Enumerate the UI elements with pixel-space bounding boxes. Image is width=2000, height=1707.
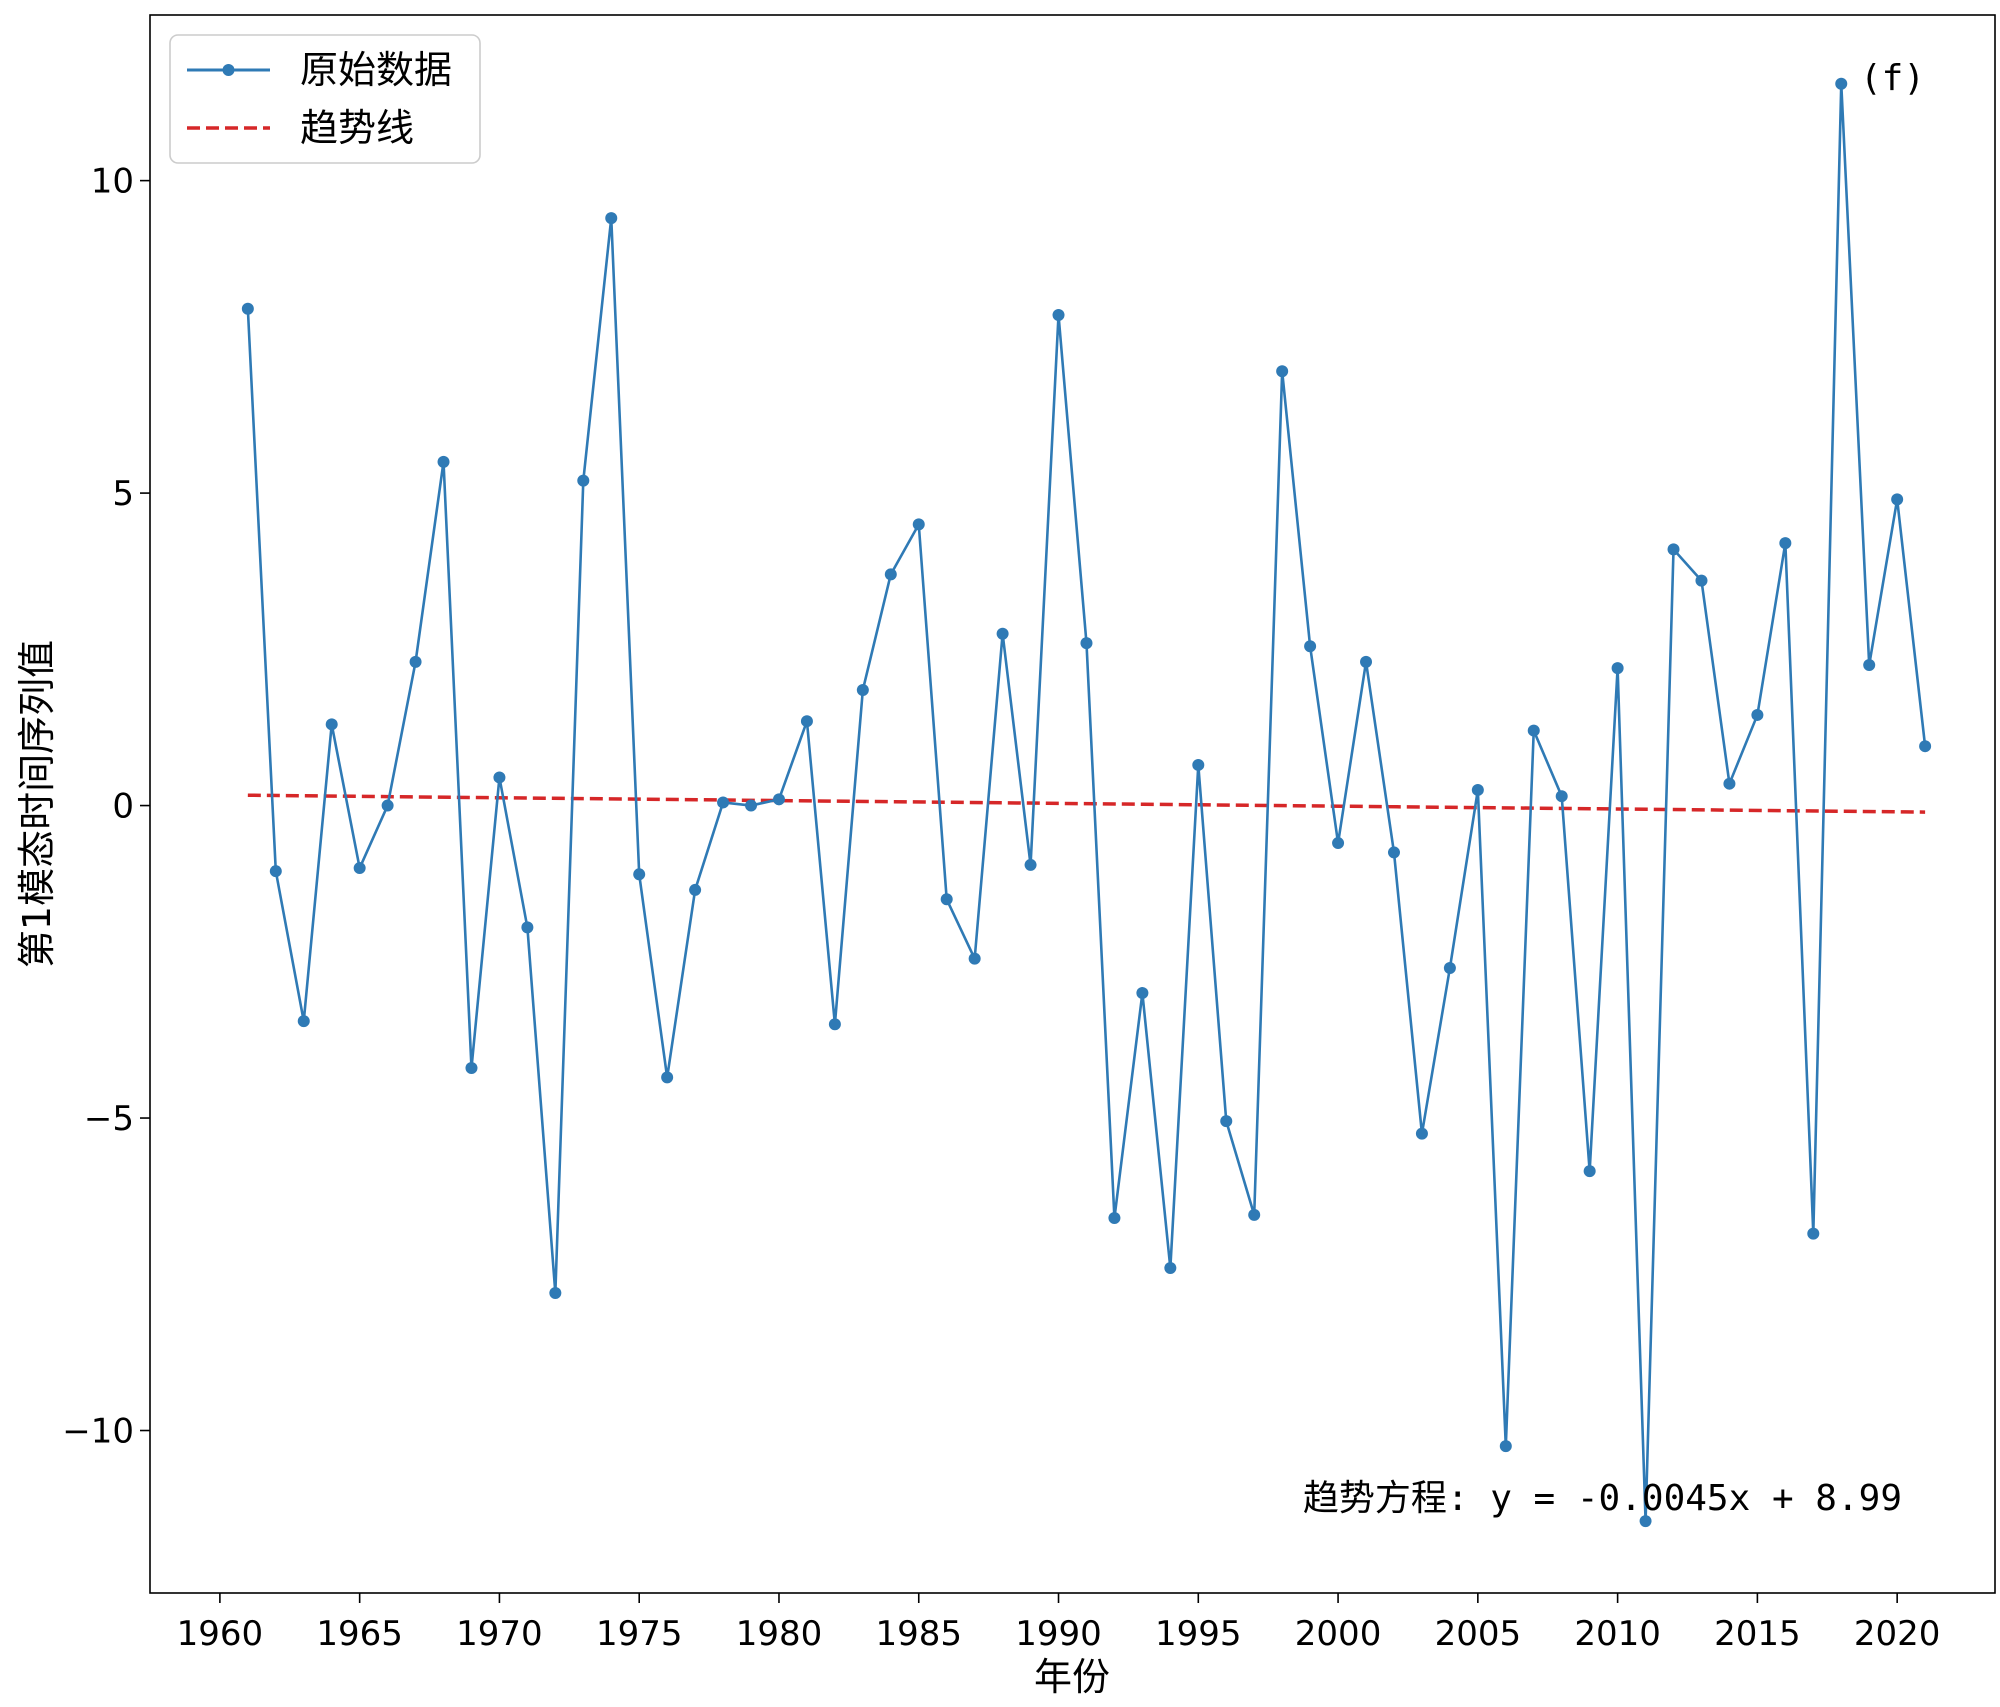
data-point (241, 302, 254, 315)
legend: 原始数据 趋势线 (169, 34, 481, 164)
data-point (745, 799, 758, 812)
data-point (689, 883, 702, 896)
data-point (1611, 662, 1624, 675)
data-point (1415, 1127, 1428, 1140)
legend-label-trend: 趋势线 (300, 106, 414, 150)
data-point (1639, 1515, 1652, 1528)
x-tick-label: 1980 (736, 1614, 823, 1654)
data-point (521, 921, 534, 934)
x-tick-label: 1985 (875, 1614, 962, 1654)
y-tick-label: 5 (112, 474, 134, 514)
data-point (605, 212, 618, 225)
data-point (549, 1287, 562, 1300)
data-point (828, 1018, 841, 1031)
legend-marker-raw-data (222, 64, 235, 76)
data-point (1499, 1440, 1512, 1453)
x-tick-label: 1970 (456, 1614, 543, 1654)
data-point (1779, 537, 1792, 550)
data-point (1164, 1262, 1177, 1275)
data-point (1527, 724, 1540, 737)
data-point (1583, 1165, 1596, 1178)
data-point (493, 771, 506, 784)
trend-line (247, 793, 1926, 814)
x-tick-label: 2020 (1854, 1614, 1941, 1654)
data-point (1667, 543, 1680, 556)
data-point (968, 952, 981, 965)
y-axis-label: 第1模态时间序列值 (15, 640, 59, 968)
data-point (1276, 365, 1289, 378)
x-tick-label: 1975 (596, 1614, 683, 1654)
x-tick-label: 1995 (1155, 1614, 1242, 1654)
data-point (1695, 574, 1708, 587)
data-series-layer (241, 77, 1932, 1528)
data-point (269, 865, 282, 878)
data-point (1052, 308, 1065, 321)
data-point (1192, 758, 1205, 771)
data-point (1919, 740, 1932, 753)
data-point (1891, 493, 1904, 506)
data-point (381, 799, 394, 812)
data-point (856, 683, 869, 696)
x-tick-label: 2005 (1435, 1614, 1522, 1654)
data-point (1807, 1227, 1820, 1240)
y-tick-label: 0 (112, 787, 134, 827)
y-tick-label: 10 (91, 162, 134, 202)
data-point (1332, 837, 1345, 850)
data-point (297, 1015, 310, 1028)
data-point (437, 455, 450, 468)
data-point (772, 793, 785, 806)
y-tick-label: −5 (84, 1099, 134, 1139)
data-point (409, 655, 422, 668)
data-point (577, 474, 590, 487)
data-point (1723, 777, 1736, 790)
data-point (1080, 637, 1093, 650)
data-point (996, 627, 1009, 640)
data-point (717, 796, 730, 809)
data-point (1136, 987, 1149, 1000)
x-tick-label: 1960 (177, 1614, 264, 1654)
y-tick-label: −10 (62, 1412, 134, 1452)
data-point (800, 715, 813, 728)
x-tick-label: 1990 (1015, 1614, 1102, 1654)
data-point (1387, 846, 1400, 859)
data-point (1751, 708, 1764, 721)
x-tick-label: 1965 (316, 1614, 403, 1654)
data-point (940, 893, 953, 906)
data-point (1360, 655, 1373, 668)
data-point (1443, 962, 1456, 975)
data-point (1220, 1115, 1233, 1128)
data-point (465, 1062, 478, 1075)
data-point (661, 1071, 674, 1084)
trend-line-layer (247, 793, 1926, 814)
legend-label-raw-data: 原始数据 (300, 48, 452, 92)
data-point (633, 868, 646, 881)
data-point (1471, 783, 1484, 796)
x-tick-label: 2000 (1295, 1614, 1382, 1654)
data-point (1555, 790, 1568, 803)
data-point (353, 862, 366, 875)
data-point (1024, 858, 1037, 871)
x-tick-label: 2010 (1574, 1614, 1661, 1654)
x-tick-label: 2015 (1714, 1614, 1801, 1654)
x-axis-label: 年份 (1034, 1655, 1110, 1699)
data-point (1248, 1208, 1261, 1221)
data-point (1108, 1212, 1121, 1225)
panel-label: (f) (1860, 58, 1925, 99)
x-axis: 1960 1965 1970 1975 1980 1985 1990 1995 2000 2005… (177, 1593, 1941, 1654)
data-point (1304, 640, 1317, 653)
legend-frame (169, 34, 481, 164)
data-point (1863, 658, 1876, 671)
trend-equation: 趋势方程: y = -0.0045x + 8.99 (1303, 1478, 1902, 1519)
data-point (912, 518, 925, 531)
y-axis: −10 −5 0 5 10 (62, 162, 150, 1452)
data-point (884, 568, 897, 581)
data-point (325, 718, 338, 731)
data-point (1835, 77, 1848, 90)
